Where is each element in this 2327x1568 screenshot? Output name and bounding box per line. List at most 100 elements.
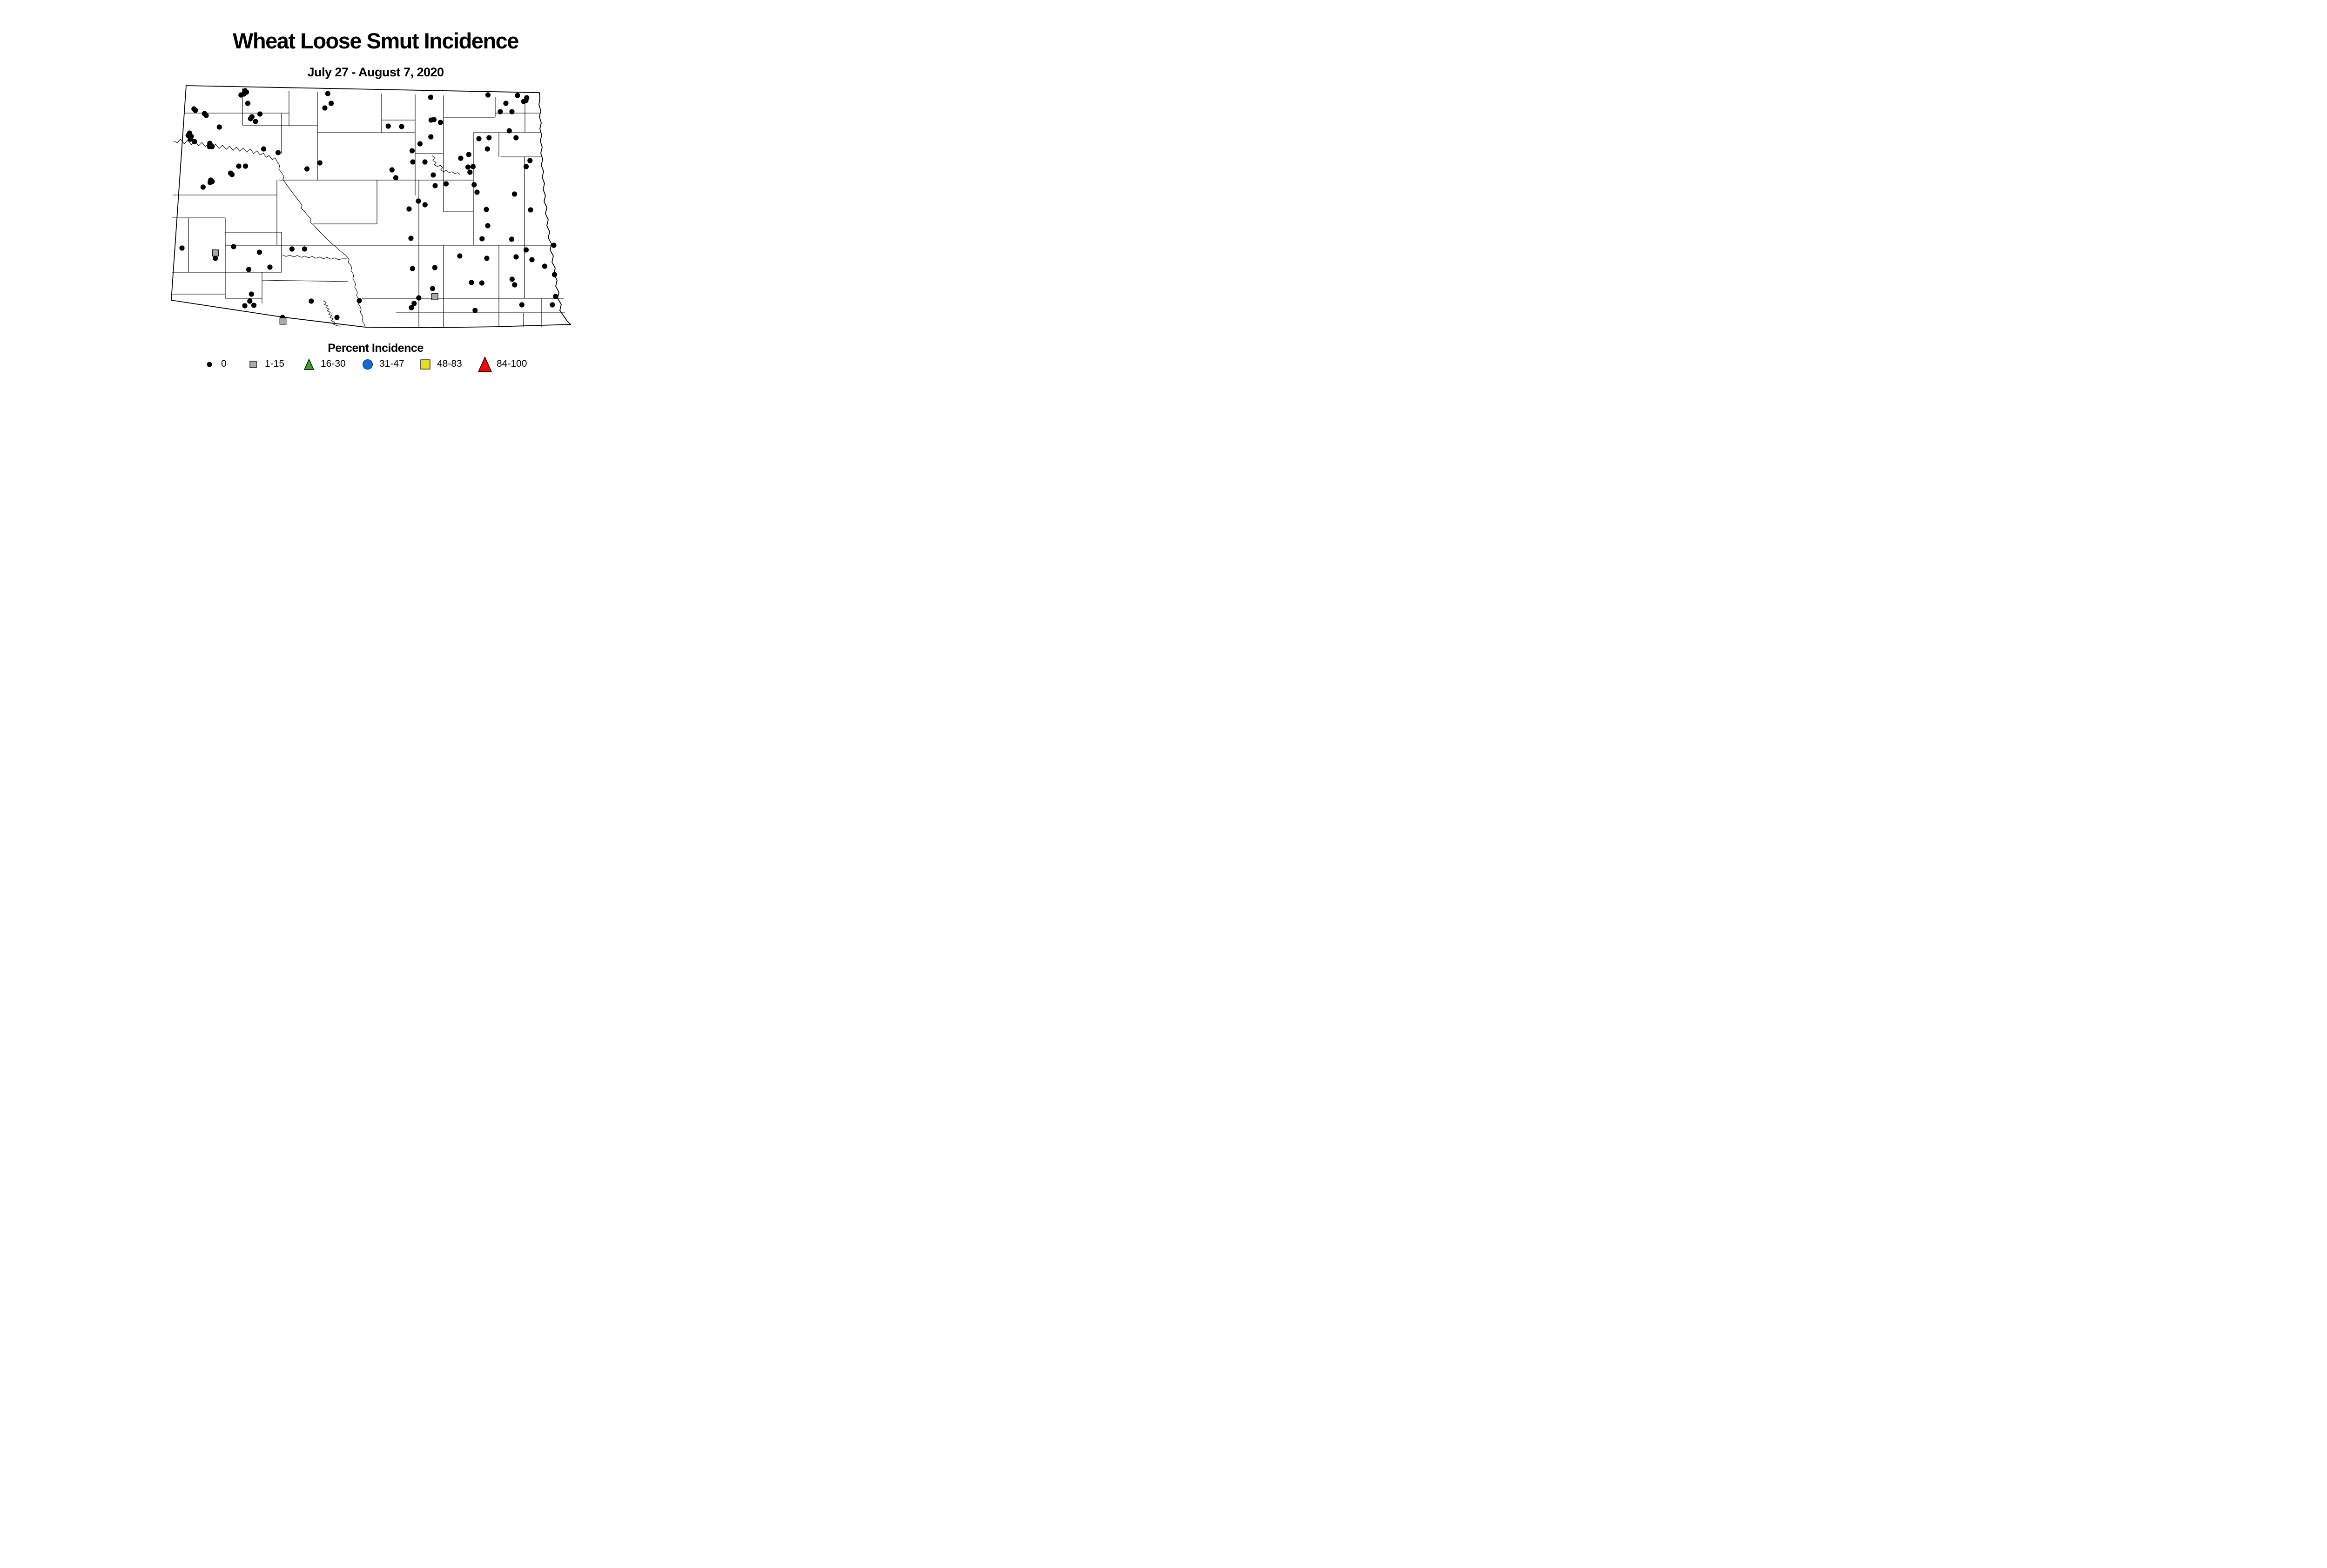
map-point [523,164,529,169]
north-dakota-map [171,85,571,328]
map-point [416,295,422,301]
map-point [246,267,252,272]
map-point [465,164,471,170]
map-point [356,298,362,303]
legend-label: 48-83 [437,358,462,369]
map-point [509,276,515,282]
map-point [261,146,267,152]
map-point [304,166,310,172]
map-point [458,155,464,161]
map-point [192,139,197,144]
map-point [479,280,484,286]
missouri-river [173,139,366,328]
map-point [523,247,529,253]
map-point [238,92,244,98]
map-point [302,246,307,252]
map-point [479,236,485,242]
map-point [478,356,492,372]
map-point [511,191,518,197]
map-point [476,136,482,141]
map-point [443,181,449,187]
map-point [512,282,518,288]
legend-item-31-47: 31-47 [359,356,404,372]
map-point [430,286,436,291]
legend-label: 1-15 [265,358,285,369]
map-point [334,315,340,320]
map-point [417,141,423,147]
map-point [212,249,219,256]
map-point [409,305,414,310]
map-point [416,198,421,204]
map-point [484,207,489,212]
map-point [428,134,434,140]
legend-marker-red-triangle-icon [478,356,492,372]
map-point [431,117,437,122]
map-point [498,109,503,114]
map-point [432,265,437,270]
map-point [529,257,535,262]
map-point [485,223,491,229]
map-point [466,152,471,157]
map-point [207,362,212,367]
legend-item-84-100: 84-100 [477,356,527,372]
map-point [249,291,254,297]
map-point [229,172,235,177]
map-point [515,93,520,98]
county-lines [171,88,565,327]
map-point [213,256,218,261]
map-point [470,164,476,169]
map-point [322,105,328,111]
map-point [484,256,490,261]
map-point [513,254,519,260]
map-point [422,159,428,165]
map-point [553,294,558,299]
map-point [437,120,444,125]
heart-river [282,255,347,260]
map-point [542,263,547,269]
map-point [289,246,295,252]
map-point [472,308,478,313]
state-outline [171,85,571,328]
legend-item-48-83: 48-83 [417,356,462,372]
legend-label: 31-47 [379,358,404,369]
legend-label: 16-30 [321,358,346,369]
map-point [231,244,236,249]
map-point [485,92,491,98]
cannonball-river [323,300,340,327]
map-point [484,146,490,152]
map-point [474,189,480,195]
map-point [275,150,281,155]
legend-marker-gray-square-icon [249,361,257,368]
chart-title: Wheat Loose Smut Incidence [233,28,519,53]
map-point [486,135,492,141]
map-point [328,101,334,106]
map-point [409,148,415,154]
map-point [509,109,515,114]
map-point [411,301,417,306]
map-point [428,94,434,100]
map-point [469,280,474,285]
map-point [245,101,251,106]
map-point [251,303,257,308]
chart-subtitle: July 27 - August 7, 2020 [307,65,444,79]
map-point [209,144,215,149]
map-point [551,272,558,277]
map-point [249,361,257,368]
map-point [242,163,249,169]
map-point [506,128,512,134]
legend-item-1-15: 1-15 [245,356,284,372]
map-point [467,169,473,175]
map-point [430,172,436,178]
legend-marker-green-triangle-icon [303,358,315,370]
map-point [248,116,253,121]
map-point [236,163,242,169]
map-point [207,180,213,185]
map-point [509,236,515,242]
map-point [179,245,185,251]
map-point [325,91,330,96]
map-point [267,264,273,270]
map-point [393,175,399,181]
map-point [309,298,314,304]
map-point [550,302,555,308]
map-point [216,124,222,130]
